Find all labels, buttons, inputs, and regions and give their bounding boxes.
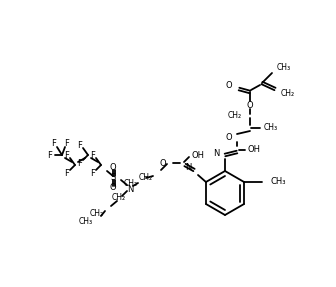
Text: CH₃: CH₃ bbox=[79, 218, 93, 226]
Text: F: F bbox=[78, 158, 82, 168]
Text: F: F bbox=[65, 139, 70, 148]
Text: O: O bbox=[159, 158, 166, 168]
Text: CH₂: CH₂ bbox=[90, 208, 104, 218]
Text: CH₂: CH₂ bbox=[139, 172, 153, 181]
Text: O: O bbox=[110, 164, 116, 172]
Text: F: F bbox=[91, 150, 95, 160]
Text: CH₂: CH₂ bbox=[124, 179, 138, 189]
Text: N: N bbox=[185, 164, 192, 172]
Text: O: O bbox=[225, 133, 232, 143]
Text: N: N bbox=[127, 185, 133, 193]
Text: O: O bbox=[110, 183, 116, 193]
Text: CH₃: CH₃ bbox=[270, 177, 286, 187]
Text: OH: OH bbox=[247, 146, 260, 154]
Text: F: F bbox=[65, 150, 70, 160]
Text: CH₂: CH₂ bbox=[281, 88, 295, 98]
Text: F: F bbox=[51, 139, 56, 148]
Text: F: F bbox=[78, 141, 82, 150]
Text: CH₂: CH₂ bbox=[228, 112, 242, 121]
Text: CH₃: CH₃ bbox=[264, 123, 278, 133]
Text: CH₃: CH₃ bbox=[277, 63, 291, 73]
Text: N: N bbox=[214, 150, 220, 158]
Text: O: O bbox=[225, 82, 232, 90]
Text: F: F bbox=[65, 168, 70, 177]
Text: OH: OH bbox=[191, 150, 204, 160]
Text: F: F bbox=[91, 168, 95, 177]
Text: CH₂: CH₂ bbox=[112, 193, 126, 203]
Text: O: O bbox=[247, 100, 253, 110]
Text: S: S bbox=[111, 174, 116, 183]
Text: F: F bbox=[47, 150, 52, 160]
